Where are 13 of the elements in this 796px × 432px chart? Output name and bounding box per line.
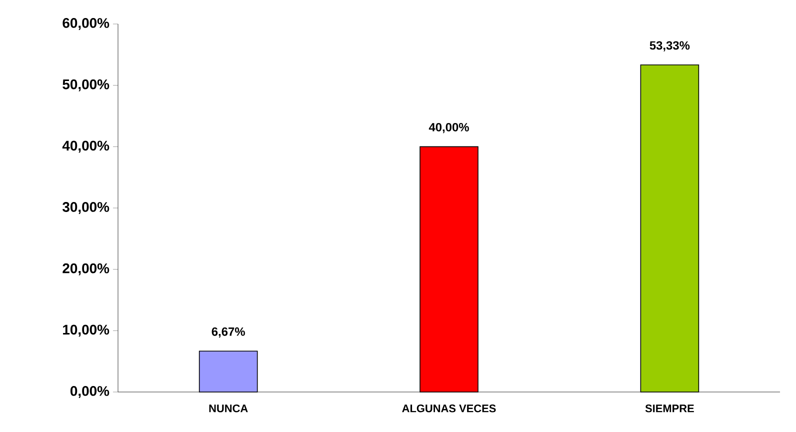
- x-tick-label: SIEMPRE: [645, 404, 694, 412]
- y-tick-label: 20,00%: [62, 263, 110, 276]
- x-tick-label: NUNCA: [209, 404, 248, 412]
- x-tick-label: ALGUNAS VECES: [402, 404, 496, 412]
- data-label: 6,67%: [212, 327, 245, 338]
- data-label: 40,00%: [428, 122, 469, 134]
- y-tick-label: 0,00%: [70, 386, 110, 398]
- y-tick-label: 50,00%: [62, 79, 110, 92]
- y-tick-label: 10,00%: [63, 324, 110, 337]
- y-tick-label: 30,00%: [62, 202, 110, 214]
- data-label: 53,33%: [650, 41, 690, 52]
- y-tick-label: 60,00%: [62, 18, 110, 30]
- y-tick-label: 40,00%: [62, 140, 110, 153]
